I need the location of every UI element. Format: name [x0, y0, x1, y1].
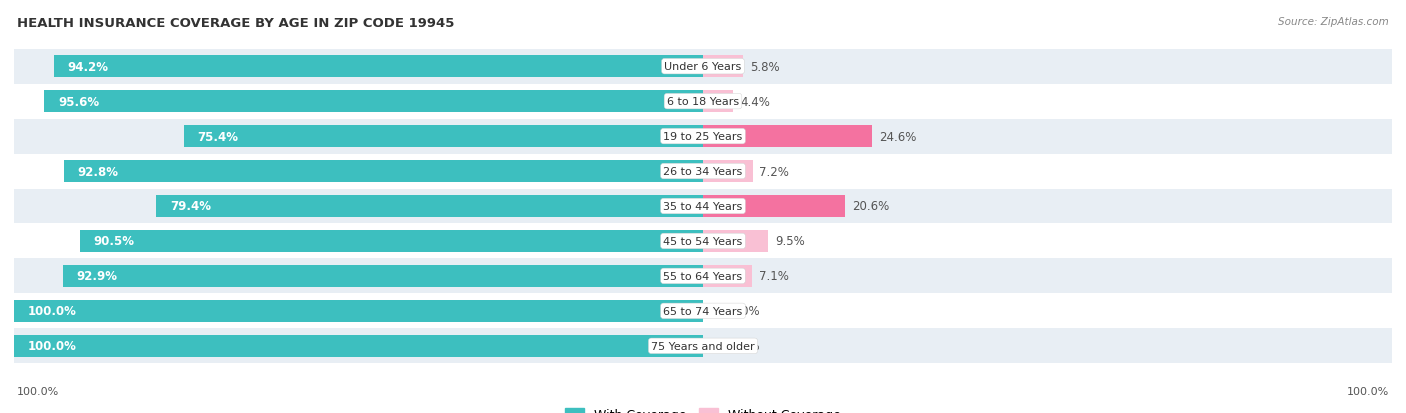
Text: 75 Years and older: 75 Years and older	[651, 341, 755, 351]
Text: 4.4%: 4.4%	[740, 95, 770, 108]
Bar	[703, 230, 769, 252]
Bar	[703, 126, 873, 147]
Text: 5.8%: 5.8%	[749, 61, 779, 74]
Text: HEALTH INSURANCE COVERAGE BY AGE IN ZIP CODE 19945: HEALTH INSURANCE COVERAGE BY AGE IN ZIP …	[17, 17, 454, 29]
Bar	[703, 161, 752, 183]
Bar	[14, 84, 1392, 119]
Bar	[45, 91, 703, 113]
Text: 7.2%: 7.2%	[759, 165, 789, 178]
Bar	[14, 294, 1392, 329]
Bar	[14, 224, 1392, 259]
Bar	[14, 259, 1392, 294]
Text: Under 6 Years: Under 6 Years	[665, 62, 741, 72]
Bar	[63, 266, 703, 287]
Bar	[156, 196, 703, 217]
Text: 9.5%: 9.5%	[775, 235, 806, 248]
Bar	[703, 266, 752, 287]
Text: 7.1%: 7.1%	[759, 270, 789, 283]
Text: 79.4%: 79.4%	[170, 200, 211, 213]
Text: 94.2%: 94.2%	[67, 61, 108, 74]
Bar	[14, 335, 703, 357]
Bar	[14, 119, 1392, 154]
Bar	[703, 91, 734, 113]
Text: 95.6%: 95.6%	[58, 95, 100, 108]
Text: 6 to 18 Years: 6 to 18 Years	[666, 97, 740, 107]
Text: 20.6%: 20.6%	[852, 200, 889, 213]
Bar	[184, 126, 703, 147]
Text: 0.0%: 0.0%	[731, 305, 761, 318]
Bar	[703, 56, 742, 78]
Text: 24.6%: 24.6%	[879, 130, 917, 143]
Bar	[80, 230, 703, 252]
Text: 100.0%: 100.0%	[17, 387, 59, 396]
Bar	[63, 161, 703, 183]
Bar	[14, 50, 1392, 84]
Text: 26 to 34 Years: 26 to 34 Years	[664, 166, 742, 177]
Text: 92.9%: 92.9%	[77, 270, 118, 283]
Text: 65 to 74 Years: 65 to 74 Years	[664, 306, 742, 316]
Text: 90.5%: 90.5%	[93, 235, 135, 248]
Bar	[14, 154, 1392, 189]
Bar	[14, 189, 1392, 224]
Bar	[14, 300, 703, 322]
Text: 35 to 44 Years: 35 to 44 Years	[664, 202, 742, 211]
Text: 75.4%: 75.4%	[197, 130, 239, 143]
Text: 0.0%: 0.0%	[731, 339, 761, 352]
Text: 55 to 64 Years: 55 to 64 Years	[664, 271, 742, 281]
Text: 92.8%: 92.8%	[77, 165, 118, 178]
Text: 100.0%: 100.0%	[28, 305, 77, 318]
Bar	[703, 196, 845, 217]
Legend: With Coverage, Without Coverage: With Coverage, Without Coverage	[561, 404, 845, 413]
Text: 100.0%: 100.0%	[28, 339, 77, 352]
Text: 100.0%: 100.0%	[1347, 387, 1389, 396]
Text: 19 to 25 Years: 19 to 25 Years	[664, 132, 742, 142]
Text: Source: ZipAtlas.com: Source: ZipAtlas.com	[1278, 17, 1389, 26]
Bar	[53, 56, 703, 78]
Bar	[14, 329, 1392, 363]
Text: 45 to 54 Years: 45 to 54 Years	[664, 236, 742, 247]
